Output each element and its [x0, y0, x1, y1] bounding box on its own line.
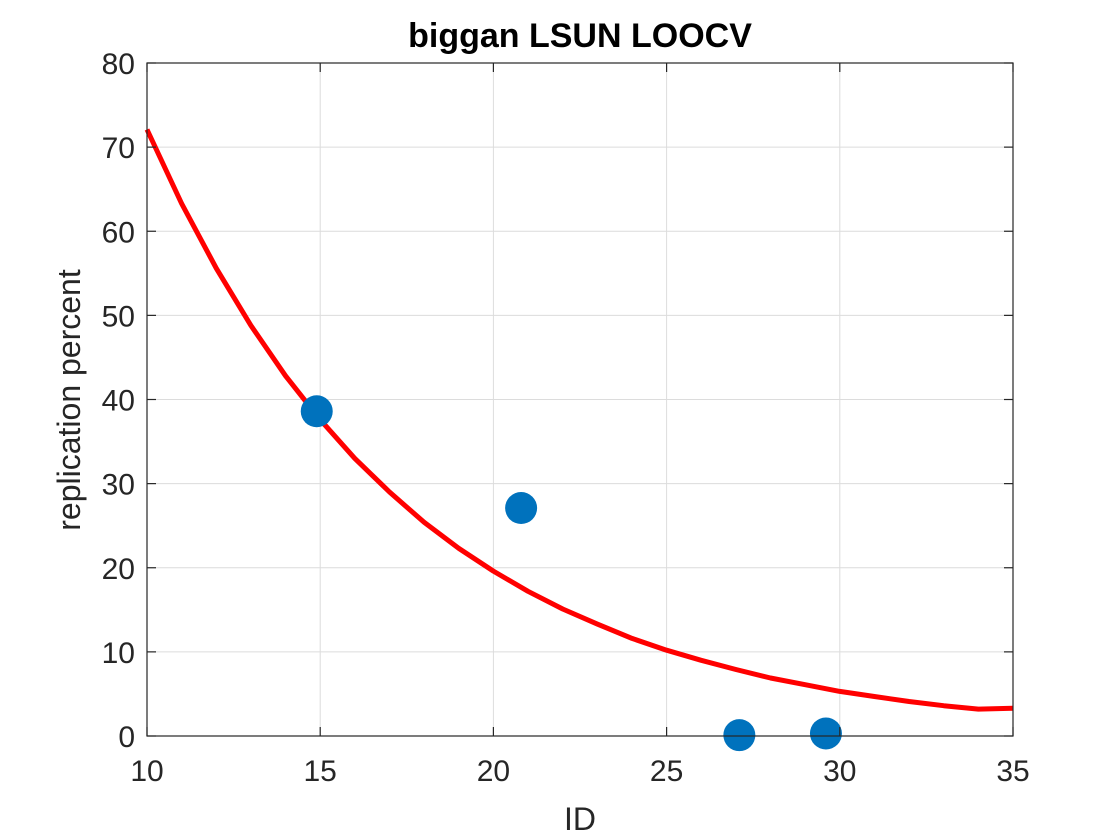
data-point: [723, 719, 756, 752]
y-tick-label: 30: [102, 469, 135, 502]
x-tick-label: 35: [996, 755, 1029, 788]
data-point: [809, 717, 842, 750]
grid: [146, 62, 1014, 737]
y-tick-label: 0: [118, 721, 135, 754]
y-tick-label: 20: [102, 553, 135, 586]
x-tick-label: 15: [304, 755, 337, 788]
x-tick-label: 10: [130, 755, 163, 788]
data-point: [300, 395, 333, 428]
x-axis-label: ID: [564, 801, 596, 837]
x-tick-label: 20: [477, 755, 510, 788]
y-tick-label: 40: [102, 385, 135, 418]
data-point: [505, 492, 538, 525]
y-tick-label: 50: [102, 300, 135, 333]
fit-curve-line: [144, 128, 1014, 712]
chart-title: biggan LSUN LOOCV: [408, 17, 752, 55]
plot-area: [144, 128, 1014, 752]
y-axis-label: replication percent: [51, 269, 87, 531]
y-tick-label: 60: [102, 216, 135, 249]
y-tick-label: 80: [102, 48, 135, 81]
y-tick-label: 70: [102, 132, 135, 165]
x-tick-label: 30: [823, 755, 856, 788]
y-tick-label: 10: [102, 637, 135, 670]
x-tick-label: 25: [650, 755, 683, 788]
